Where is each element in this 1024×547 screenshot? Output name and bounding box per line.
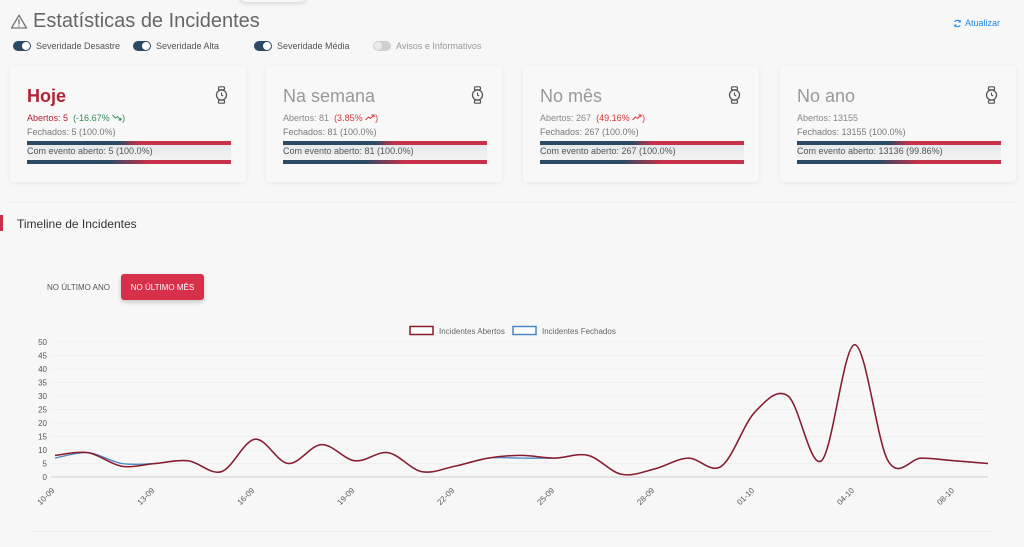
open-count: Abertos: 5 (-16.67% ) bbox=[27, 111, 229, 125]
severity-toggles: Severidade Desastre Severidade Alta Seve… bbox=[13, 41, 481, 51]
page-title: Estatísticas de Incidentes bbox=[33, 10, 260, 32]
legend-label: Incidentes Abertos bbox=[439, 327, 505, 336]
refresh-button[interactable]: Atualizar bbox=[953, 18, 1000, 28]
y-tick-label: 35 bbox=[38, 379, 47, 388]
top-tab-edge bbox=[238, 0, 308, 2]
x-tick-label: 10-09 bbox=[36, 486, 57, 507]
card-title: Hoje bbox=[27, 86, 67, 106]
bottom-divider bbox=[30, 531, 994, 532]
x-tick-label: 04-10 bbox=[835, 486, 856, 507]
toggle-avisos-informativos[interactable]: Avisos e Informativos bbox=[373, 41, 481, 51]
event-bar: Com evento aberto: 13136 (99.86%) bbox=[797, 141, 1001, 167]
watch-icon bbox=[471, 86, 484, 104]
refresh-icon bbox=[954, 19, 961, 27]
legend-label: Incidentes Fechados bbox=[542, 327, 616, 336]
x-tick-label: 25-09 bbox=[535, 486, 556, 507]
open-count: Abertos: 81 (3.85% ) bbox=[283, 111, 485, 125]
y-tick-label: 20 bbox=[38, 419, 47, 428]
x-tick-label: 22-09 bbox=[435, 486, 456, 507]
page-header: Estatísticas de Incidentes bbox=[10, 10, 260, 33]
toggle-severidade-media[interactable]: Severidade Média bbox=[254, 41, 373, 51]
trend-value: (3.85% ) bbox=[334, 113, 379, 123]
card-na-semana[interactable]: Na semana Abertos: 81 (3.85% ) Fechados:… bbox=[266, 66, 502, 182]
y-tick-label: 40 bbox=[38, 365, 47, 374]
last-month-button[interactable]: NO ÚLTIMO MÊS bbox=[121, 274, 204, 300]
toggle-label: Severidade Alta bbox=[156, 41, 220, 51]
trend-value: (-16.67% ) bbox=[73, 113, 126, 123]
watch-icon bbox=[985, 86, 998, 104]
toggle-switch[interactable] bbox=[254, 41, 272, 51]
closed-count: Fechados: 81 (100.0%) bbox=[283, 127, 377, 137]
open-count: Abertos: 267 (49.16% ) bbox=[540, 111, 742, 125]
trend-up-icon bbox=[632, 114, 642, 121]
toggle-label: Avisos e Informativos bbox=[396, 41, 482, 51]
y-tick-label: 15 bbox=[38, 433, 47, 442]
open-label: Abertos: 81 bbox=[283, 113, 330, 123]
refresh-label: Atualizar bbox=[964, 18, 1000, 28]
y-tick-label: 25 bbox=[38, 406, 47, 415]
legend-swatch bbox=[409, 325, 434, 336]
toggle-switch[interactable] bbox=[373, 41, 391, 51]
closed-count: Fechados: 13155 (100.0%) bbox=[797, 127, 906, 137]
y-tick-label: 0 bbox=[43, 473, 48, 482]
trend-value: (49.16% ) bbox=[596, 113, 646, 123]
toggle-switch[interactable] bbox=[133, 41, 151, 51]
last-year-button[interactable]: NO ÚLTIMO ANO bbox=[47, 283, 110, 292]
event-bar: Com evento aberto: 5 (100.0%) bbox=[27, 141, 231, 167]
event-open-count: Com evento aberto: 81 (100.0%) bbox=[283, 146, 414, 156]
closed-count: Fechados: 5 (100.0%) bbox=[27, 127, 116, 137]
event-bar: Com evento aberto: 267 (100.0%) bbox=[540, 141, 744, 167]
card-hoje[interactable]: Hoje Abertos: 5 (-16.67% ) Fechados: 5 (… bbox=[10, 66, 246, 182]
series-line-abertos bbox=[54, 343, 989, 476]
y-tick-label: 5 bbox=[43, 460, 48, 469]
x-tick-label: 28-09 bbox=[635, 486, 656, 507]
x-tick-label: 01-10 bbox=[735, 486, 756, 507]
incidents-line-chart: 0 5 10 15 20 25 30 35 40 45 50 10-09 13-09 16-09 19-09… bbox=[36, 325, 989, 507]
y-tick-label: 10 bbox=[38, 446, 47, 455]
open-label: Abertos: 13155 bbox=[797, 113, 859, 123]
y-tick-label: 45 bbox=[38, 352, 47, 361]
y-tick-label: 30 bbox=[38, 392, 47, 401]
toggle-switch[interactable] bbox=[13, 41, 31, 51]
toggle-label: Severidade Desastre bbox=[36, 41, 121, 51]
event-open-count: Com evento aberto: 5 (100.0%) bbox=[27, 146, 153, 156]
watch-icon bbox=[215, 86, 228, 104]
open-count: Abertos: 13155 bbox=[797, 111, 999, 125]
open-label: Abertos: 267 bbox=[540, 113, 592, 123]
trend-down-icon bbox=[112, 114, 122, 121]
x-tick-label: 16-09 bbox=[236, 486, 257, 507]
section-marker bbox=[0, 215, 3, 231]
legend-swatch bbox=[512, 325, 537, 336]
trend-up-icon bbox=[365, 114, 375, 121]
x-tick-label: 08-10 bbox=[935, 486, 956, 507]
card-title: No mês bbox=[540, 86, 603, 106]
card-title: No ano bbox=[797, 86, 856, 106]
toggle-severidade-alta[interactable]: Severidade Alta bbox=[133, 41, 254, 51]
x-tick-label: 13-09 bbox=[136, 486, 157, 507]
timeline-title: Timeline de Incidentes bbox=[17, 217, 137, 231]
y-tick-label: 50 bbox=[38, 338, 47, 347]
card-no-mes[interactable]: No mês Abertos: 267 (49.16% ) Fechados: … bbox=[523, 66, 759, 182]
toggle-severidade-desastre[interactable]: Severidade Desastre bbox=[13, 41, 133, 51]
toggle-label: Severidade Média bbox=[277, 41, 350, 51]
event-bar: Com evento aberto: 81 (100.0%) bbox=[283, 141, 487, 167]
closed-count: Fechados: 267 (100.0%) bbox=[540, 127, 639, 137]
event-open-count: Com evento aberto: 13136 (99.86%) bbox=[797, 146, 943, 156]
card-title: Na semana bbox=[283, 86, 376, 106]
open-label: Abertos: 5 bbox=[27, 113, 69, 123]
warning-icon bbox=[10, 14, 28, 29]
x-tick-label: 19-09 bbox=[335, 486, 356, 507]
watch-icon bbox=[728, 86, 741, 104]
card-no-ano[interactable]: No ano Abertos: 13155 Fechados: 13155 (1… bbox=[780, 66, 1016, 182]
section-divider bbox=[10, 202, 1014, 203]
event-open-count: Com evento aberto: 267 (100.0%) bbox=[540, 146, 676, 156]
